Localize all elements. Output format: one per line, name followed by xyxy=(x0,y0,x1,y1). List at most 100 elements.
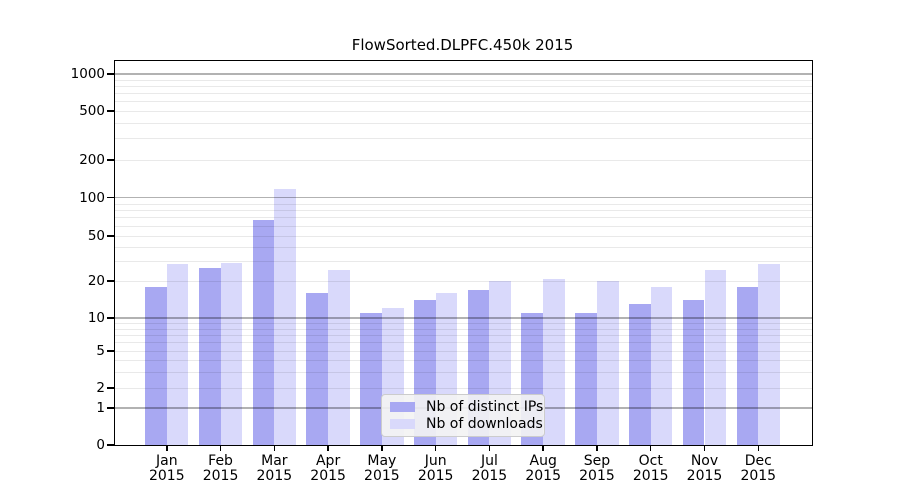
x-tick-mark xyxy=(488,445,491,451)
x-tick-year: 2015 xyxy=(525,468,561,484)
gridline-minor xyxy=(115,281,812,282)
x-tick-year: 2015 xyxy=(310,468,346,484)
x-tick-year: 2015 xyxy=(632,468,669,484)
gridline-minor xyxy=(115,351,812,352)
y-tick-label: 50 xyxy=(87,228,105,244)
y-tick-mark xyxy=(107,387,114,389)
legend-label-distinct-ips: Nb of distinct IPs xyxy=(426,398,544,415)
bar-distinct-ips-mar-2015 xyxy=(252,219,275,445)
legend: Nb of distinct IPs Nb of downloads xyxy=(381,394,545,437)
gridline-minor xyxy=(115,371,812,373)
x-tick-mark xyxy=(703,445,706,451)
bar-downloads-jan-2015 xyxy=(166,264,189,445)
legend-item-distinct-ips: Nb of distinct IPs xyxy=(390,399,543,415)
x-tick-label: Jun 2015 xyxy=(404,454,468,484)
x-tick-month: Feb xyxy=(208,453,233,469)
gridline-major xyxy=(115,73,812,75)
y-tick-mark xyxy=(107,317,114,319)
x-tick-mark xyxy=(219,445,222,451)
bar-downloads-dec-2015 xyxy=(758,264,780,445)
gridline-major xyxy=(115,197,812,199)
x-tick-month: Jun xyxy=(424,453,447,469)
gridline-minor xyxy=(115,160,812,161)
bar-downloads-oct-2015 xyxy=(650,286,673,445)
gridline-major xyxy=(115,317,812,319)
x-tick-month: Jul xyxy=(480,453,498,469)
gridline-minor xyxy=(115,85,812,87)
x-tick-label: Jan 2015 xyxy=(135,454,199,484)
x-tick-year: 2015 xyxy=(417,468,454,484)
x-tick-month: Jan xyxy=(156,453,178,469)
y-tick-mark xyxy=(107,280,114,282)
legend-swatch-downloads-icon xyxy=(390,419,415,430)
x-tick-label: May 2015 xyxy=(350,454,414,484)
x-tick-label: Sep 2015 xyxy=(565,454,629,484)
x-tick-mark xyxy=(166,445,168,451)
y-tick-mark xyxy=(107,350,114,352)
y-tick-mark xyxy=(107,196,114,199)
bar-downloads-nov-2015 xyxy=(704,270,727,445)
x-tick-label: Mar 2015 xyxy=(242,454,306,484)
x-tick-month: May xyxy=(367,453,397,469)
x-tick-label: Apr 2015 xyxy=(296,454,360,484)
gridline-minor xyxy=(115,388,812,389)
x-tick-label: Dec 2015 xyxy=(726,454,790,484)
y-tick-label: 200 xyxy=(79,152,105,168)
gridline-minor xyxy=(115,334,812,336)
x-tick-year: 2015 xyxy=(471,468,508,484)
gridline-minor xyxy=(115,138,812,140)
bar-downloads-mar-2015 xyxy=(274,189,297,445)
bar-downloads-sep-2015 xyxy=(596,281,619,445)
legend-swatch-distinct-ips-icon xyxy=(390,401,415,412)
x-tick-month: Oct xyxy=(638,453,663,469)
x-tick-year: 2015 xyxy=(256,468,293,484)
x-tick-month: Nov xyxy=(690,453,719,469)
y-tick-label: 0 xyxy=(96,437,105,453)
bar-distinct-ips-nov-2015 xyxy=(682,300,705,445)
gridline-minor xyxy=(115,323,812,325)
gridline-minor xyxy=(115,79,812,81)
gridline-minor xyxy=(115,122,812,124)
x-tick-label: Aug 2015 xyxy=(511,454,575,484)
gridline-minor xyxy=(115,93,812,95)
gridline-minor xyxy=(115,101,812,103)
x-tick-mark xyxy=(757,445,760,451)
x-tick-year: 2015 xyxy=(579,468,615,484)
gridline-minor xyxy=(115,111,812,112)
gridline-minor xyxy=(115,203,812,205)
legend-item-downloads: Nb of downloads xyxy=(390,416,543,432)
bar-distinct-ips-may-2015 xyxy=(360,312,382,445)
gridline-minor xyxy=(115,342,812,344)
x-tick-year: 2015 xyxy=(202,468,239,484)
x-tick-mark xyxy=(327,445,329,451)
gridline-minor xyxy=(115,261,812,263)
y-tick-label: 500 xyxy=(79,103,105,119)
y-tick-mark xyxy=(107,235,114,237)
x-tick-month: Mar xyxy=(261,453,288,469)
x-tick-year: 2015 xyxy=(740,468,777,484)
x-tick-label: Oct 2015 xyxy=(619,454,683,484)
bar-distinct-ips-sep-2015 xyxy=(575,312,597,445)
bar-downloads-feb-2015 xyxy=(220,262,243,445)
gridline-minor xyxy=(115,225,812,227)
gridline-minor xyxy=(115,328,812,330)
x-tick-month: Apr xyxy=(315,453,341,469)
legend-label-downloads: Nb of downloads xyxy=(426,416,543,433)
y-tick-label: 5 xyxy=(96,343,105,359)
x-tick-label: Feb 2015 xyxy=(189,454,253,484)
x-tick-month: Sep xyxy=(583,453,611,469)
bar-downloads-apr-2015 xyxy=(328,270,350,445)
x-tick-month: Aug xyxy=(529,453,557,469)
y-tick-mark xyxy=(107,444,114,446)
chart-title: FlowSorted.DLPFC.450k 2015 xyxy=(351,36,574,54)
bar-distinct-ips-oct-2015 xyxy=(629,304,651,445)
y-tick-mark xyxy=(107,110,114,112)
x-tick-mark xyxy=(596,445,598,451)
bar-distinct-ips-jan-2015 xyxy=(145,286,167,445)
x-tick-year: 2015 xyxy=(364,468,400,484)
plot-area: Nb of distinct IPs Nb of downloads 0 1 2 5 1… xyxy=(71,60,813,484)
y-tick-mark xyxy=(107,407,114,409)
x-tick-mark xyxy=(434,445,437,451)
x-tick-year: 2015 xyxy=(148,468,185,484)
